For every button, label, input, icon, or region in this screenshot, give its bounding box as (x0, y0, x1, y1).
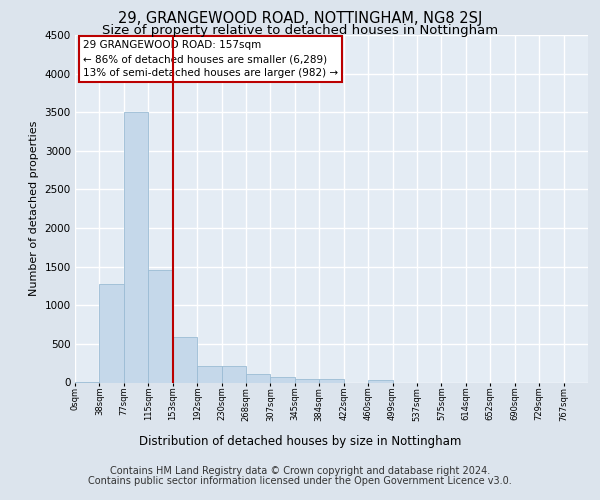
Bar (197, 366, 221, 382)
Bar (173, 337, 197, 382)
Text: Contains HM Land Registry data © Crown copyright and database right 2024.: Contains HM Land Registry data © Crown c… (110, 466, 490, 476)
Text: Size of property relative to detached houses in Nottingham: Size of property relative to detached ho… (102, 24, 498, 37)
Bar (148, 270, 173, 382)
Bar (221, 366, 246, 382)
Bar (368, 380, 392, 382)
Bar (319, 380, 344, 382)
Text: 29 GRANGEWOOD ROAD: 157sqm
← 86% of detached houses are smaller (6,289)
13% of s: 29 GRANGEWOOD ROAD: 157sqm ← 86% of deta… (83, 40, 338, 78)
Bar (124, 112, 148, 382)
Text: Contains public sector information licensed under the Open Government Licence v3: Contains public sector information licen… (88, 476, 512, 486)
Bar (246, 374, 271, 382)
Y-axis label: Number of detached properties: Number of detached properties (29, 121, 39, 296)
Text: 29, GRANGEWOOD ROAD, NOTTINGHAM, NG8 2SJ: 29, GRANGEWOOD ROAD, NOTTINGHAM, NG8 2SJ (118, 11, 482, 26)
Bar (100, 284, 124, 382)
Text: Distribution of detached houses by size in Nottingham: Distribution of detached houses by size … (139, 434, 461, 448)
Bar (295, 378, 319, 382)
Bar (271, 376, 295, 382)
